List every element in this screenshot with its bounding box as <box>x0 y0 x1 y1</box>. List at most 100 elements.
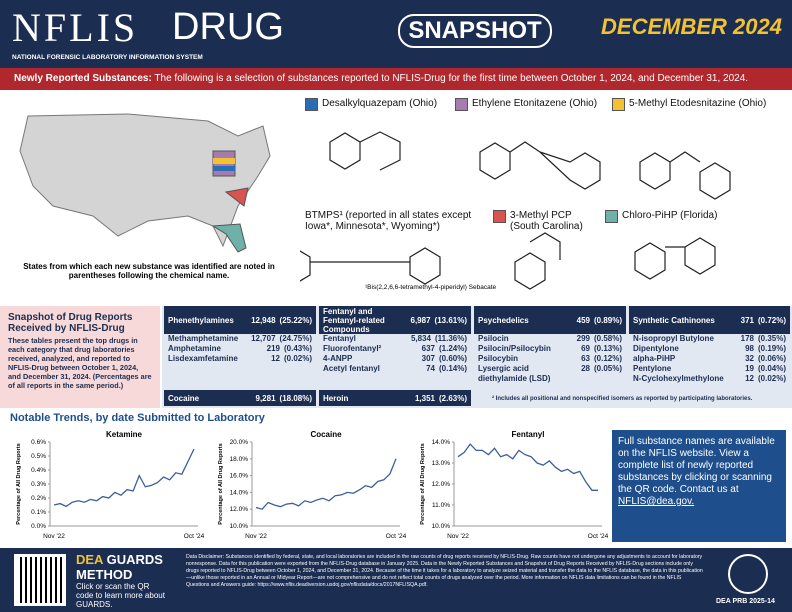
category-pct: (13.61%) <box>434 315 467 325</box>
dea-seal <box>728 554 768 594</box>
x-tick-label: Nov '22 <box>43 533 65 540</box>
drug-count: 12 <box>271 354 280 363</box>
logo-subtitle: NATIONAL FORENSIC LABORATORY INFORMATION… <box>12 54 203 61</box>
drug-pct: (0.05%) <box>593 364 622 373</box>
qr-code[interactable] <box>14 554 66 606</box>
drug-count: 219 <box>266 344 280 353</box>
drug-pct: (0.43%) <box>283 344 312 353</box>
trend-line <box>457 443 598 491</box>
category-name: Phenethylamines <box>168 315 234 325</box>
y-tick-label: 11.0% <box>432 502 450 509</box>
sidebar-text: Full substance names are available on th… <box>618 436 775 495</box>
category-pct: (25.22%) <box>279 315 312 325</box>
chart: Cocaine Percentage of All Drug Reports 10.… <box>218 430 407 540</box>
drug-name: Pentylone <box>633 364 672 373</box>
drug-row: Acetyl fentanyl 74 (0.14%) <box>319 364 471 374</box>
drug-pct: (0.19%) <box>757 344 786 353</box>
drug-row: Fentanyl 5,834 (11.36%) <box>319 334 471 344</box>
category-name: Fentanyl and Fentanyl-related Compounds <box>323 306 385 334</box>
y-tick-label: 0.0% <box>31 523 46 530</box>
category-pct: (2.63%) <box>438 393 467 403</box>
email-link[interactable]: NFLIS@dea.gov. <box>618 496 695 507</box>
substance-name: Chloro-PiHP (Florida) <box>622 210 718 221</box>
snapshot-table: Phenethylamines 12,948 (25.22%) Methampheta… <box>162 306 792 408</box>
y-tick-label: 12.0% <box>432 481 451 488</box>
florida <box>211 223 247 253</box>
qr-text: Click or scan the QR code to learn more … <box>76 582 165 609</box>
category-total-bar: Cocaine 9,281 (18.08%) <box>164 390 316 406</box>
drug-row: N-Cyclohexylmethylone 12 (0.02%) <box>629 374 790 384</box>
drug-name: Lysergic acid diethylamide (LSD) <box>478 364 551 383</box>
substance-item: Desalkylquazepam (Ohio) <box>305 98 455 111</box>
drug-name: Psilocybin <box>478 354 519 363</box>
footnote: ¹Bis(2,2,6,6-tetramethyl-4-piperidyl) Se… <box>365 284 497 291</box>
structure <box>479 141 601 190</box>
drug-pct: (0.58%) <box>593 334 622 343</box>
us-map <box>19 113 271 248</box>
drug-name: Acetyl fentanyl <box>323 364 380 373</box>
drug-row: 4-ANPP 307 (0.60%) <box>319 354 471 364</box>
method-label: METHOD <box>76 567 133 582</box>
banner-text: The following is a selection of substanc… <box>154 73 749 84</box>
drug-name: Fluorofentanyl² <box>323 344 382 353</box>
drug-row: Amphetamine 219 (0.43%) <box>164 344 316 354</box>
drug-name: N-Cyclohexylmethylone <box>633 374 724 383</box>
y-tick-label: 0.3% <box>31 481 46 488</box>
y-axis-label: Percentage of All Drug Reports <box>16 443 22 524</box>
drug-count: 12,707 <box>251 334 276 343</box>
map <box>19 113 271 253</box>
substance-name: 3-Methyl PCP (South Carolina) <box>510 210 583 232</box>
category-column: Synthetic Cathinones 371 (0.72%) N-isopropy… <box>629 306 790 408</box>
drug-count: 69 <box>581 344 590 353</box>
drug-pct: (0.13%) <box>593 344 622 353</box>
drug-pct: (0.06%) <box>757 354 786 363</box>
category-total: 12,948 <box>251 315 276 325</box>
substance-name: 5-Methyl Etodesnitazine (Ohio) <box>629 98 767 109</box>
drug-row: Lysergic acid diethylamide (LSD) 28 (0.05%… <box>474 364 626 384</box>
drug-row: Psilocin 299 (0.58%) <box>474 334 626 344</box>
drug-pct: (11.36%) <box>434 334 467 343</box>
drug-name: Psilocin <box>478 334 509 343</box>
structure <box>300 247 441 285</box>
category-header: Fentanyl and Fentanyl-related Compounds 6… <box>319 306 471 334</box>
disclaimer: Data Disclaimer: Substances identified b… <box>186 554 703 588</box>
category-name: Cocaine <box>168 393 200 403</box>
south-carolina <box>224 187 249 207</box>
category-name: Synthetic Cathinones <box>633 315 715 325</box>
substance-name: BTMPS¹ (reported in all states except Io… <box>305 210 472 232</box>
swatch <box>455 98 468 111</box>
x-tick-label: Nov '22 <box>245 533 267 540</box>
drug-name: Lisdexamfetamine <box>168 354 238 363</box>
y-tick-label: 13.0% <box>432 460 451 467</box>
drug-row: N-isopropyl Butylone 178 (0.35%) <box>629 334 790 344</box>
trend-line <box>53 448 195 508</box>
snapshot-title: Snapshot of Drug Reports Received by NFL… <box>8 312 133 334</box>
drug-count: 12 <box>745 374 754 383</box>
category-total: 6,987 <box>410 315 431 325</box>
y-axis-label: Percentage of All Drug Reports <box>218 443 224 524</box>
drug-name: alpha-PiHP <box>633 354 676 363</box>
drug-name: Fentanyl <box>323 334 356 343</box>
drug-pct: (24.75%) <box>279 334 312 343</box>
drug-pct: (0.02%) <box>757 374 786 383</box>
drug-row: Methamphetamine 12,707 (24.75%) <box>164 334 316 344</box>
y-tick-label: 0.6% <box>31 439 46 446</box>
substance-item: 5-Methyl Etodesnitazine (Ohio) <box>612 98 787 111</box>
category-name: Heroin <box>323 393 349 403</box>
chart-title: Fentanyl <box>512 430 545 439</box>
drug-pct: (0.04%) <box>757 364 786 373</box>
y-tick-label: 0.1% <box>31 509 46 516</box>
x-tick-label: Nov '22 <box>447 533 469 540</box>
swatch <box>612 98 625 111</box>
structures <box>300 131 731 290</box>
drug-row: Lisdexamfetamine 12 (0.02%) <box>164 354 316 364</box>
drug-name: Methamphetamine <box>168 334 239 343</box>
x-tick-label: Oct '24 <box>588 533 609 540</box>
chart-title: Ketamine <box>106 430 143 439</box>
category-pct: (18.08%) <box>279 393 312 403</box>
category-pct: (0.89%) <box>593 315 622 325</box>
category-total: 9,281 <box>255 393 276 403</box>
x-tick-label: Oct '24 <box>184 533 205 540</box>
sidebar: Full substance names are available on th… <box>612 430 786 542</box>
category-column: Phenethylamines 12,948 (25.22%) Methampheta… <box>164 306 316 408</box>
